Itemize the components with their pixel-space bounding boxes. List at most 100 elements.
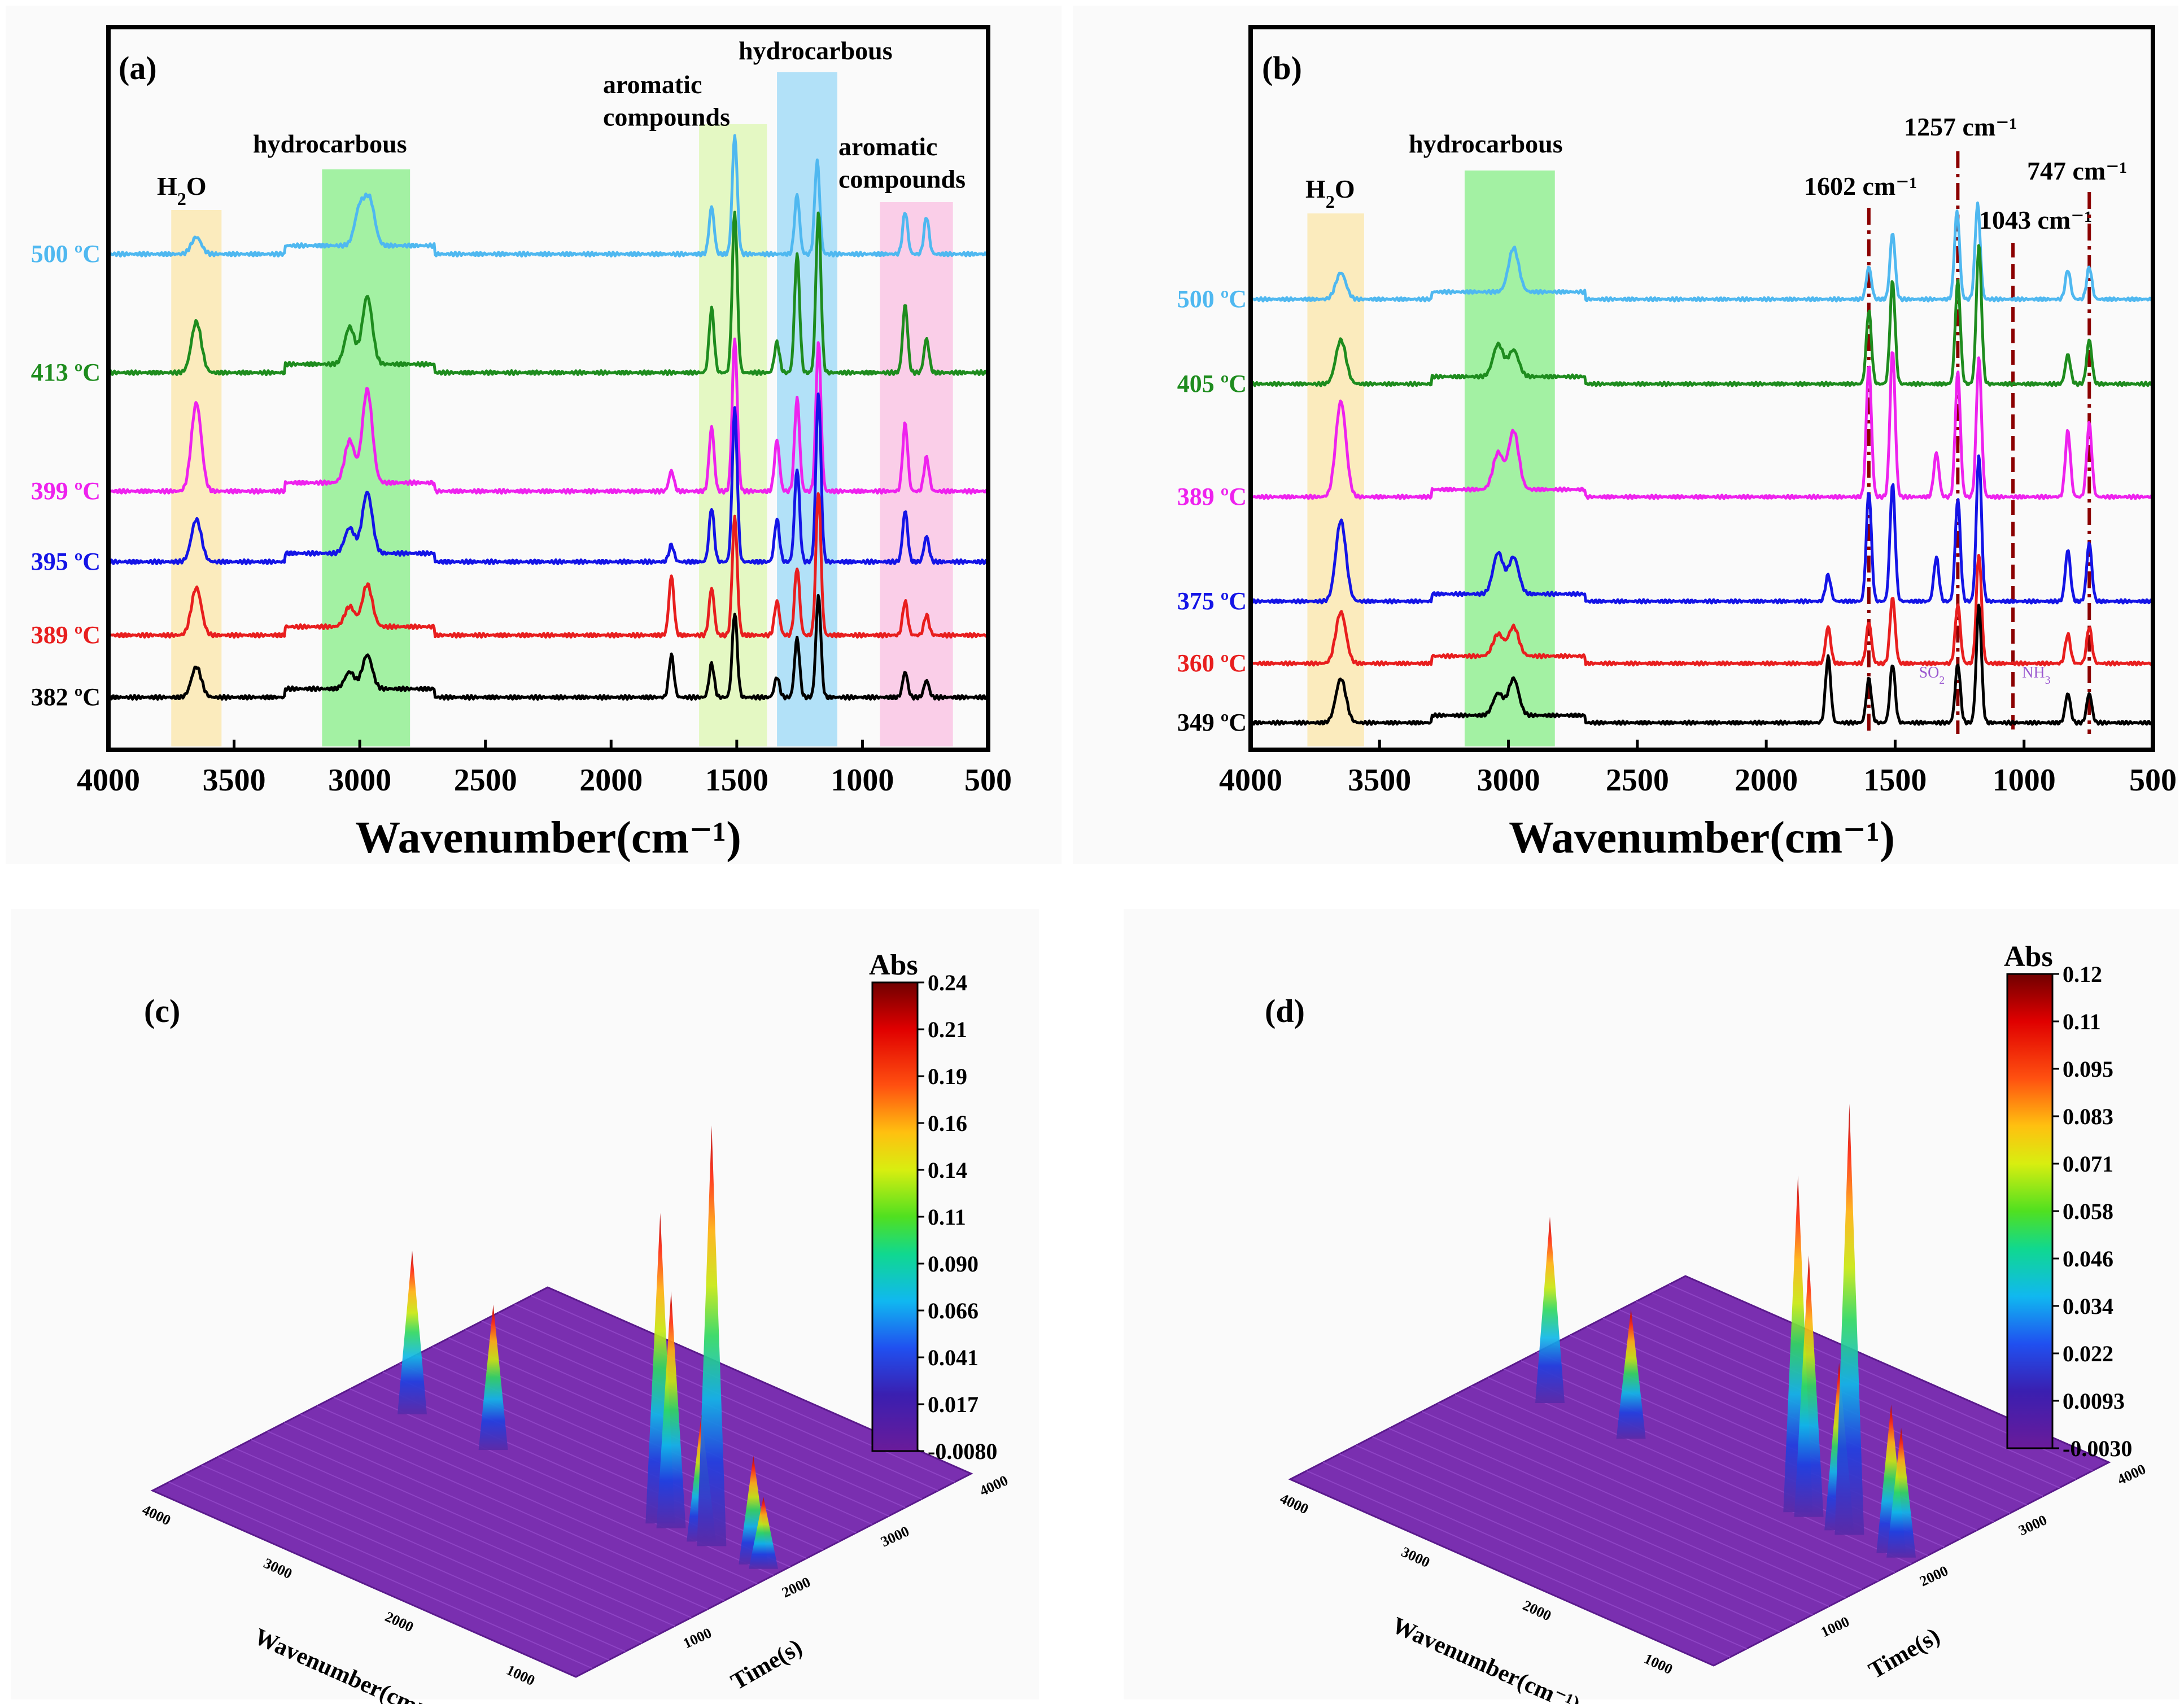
b-x-tick-label-1: 3500	[1348, 763, 1411, 798]
b-x-tick-label-4: 2000	[1735, 763, 1798, 798]
c-colorbar-tick-label-1: 0.21	[928, 1017, 967, 1042]
a-region-band-3	[777, 72, 837, 746]
d-surface-gridline-1	[1306, 1470, 1731, 1658]
b-region-label-0-part-1: 2	[1326, 191, 1335, 212]
panel-b-marker-label-3: 747 cm⁻¹	[2027, 156, 2127, 185]
a-region-band-1	[322, 169, 410, 746]
a-region-label-0: H2O	[157, 172, 207, 209]
c-surface-gridline-3	[202, 1465, 626, 1652]
b-x-tick-label-6: 1000	[1993, 763, 2056, 798]
a-series-label-3: 395 ºC	[31, 548, 101, 575]
b-series-line-5	[1250, 604, 2154, 726]
d-surface-peak-5	[1834, 1104, 1864, 1535]
a-series-label-5: 382 ºC	[31, 683, 101, 711]
d-surface-gridline-7	[1405, 1419, 1829, 1607]
a-series-label-2: 399 ºC	[31, 477, 101, 505]
b-region-label-1-part-0: hydrocarbous	[1409, 129, 1563, 158]
panel-b-x-axis-label: Wavenumber(cm⁻¹)	[1509, 813, 1895, 863]
panel-d-surface: 40003000200010001000200030004000Wavenumb…	[1277, 1104, 2148, 1704]
b-series-line-4	[1250, 554, 2154, 667]
a-region-label-0-part-1: 2	[177, 189, 186, 209]
a-region-label-1: hydrocarbous	[253, 129, 407, 158]
a-region-band-4	[880, 202, 953, 746]
a-series-line-3	[107, 392, 990, 566]
a-region-band-0	[171, 210, 222, 746]
a-x-tick-label-5: 1500	[705, 763, 768, 798]
d-surface-gridline-3	[1339, 1453, 1763, 1641]
a-region-label-1-part-0: hydrocarbous	[253, 129, 407, 158]
d-surface-gridline-11	[1471, 1386, 1895, 1573]
a-region-label-0-part-0: H	[157, 172, 177, 200]
d-surface-gridline-2	[1322, 1462, 1747, 1649]
d-colorbar-tick-label-6: 0.046	[2063, 1246, 2113, 1272]
c-surface-gridline-2	[185, 1473, 609, 1661]
c-colorbar-tick-label-7: 0.066	[928, 1298, 979, 1323]
panel-d: (d) 40003000200010001000200030004000Wave…	[1124, 909, 2179, 1704]
a-x-tick-label-2: 3000	[328, 763, 391, 798]
panel-b-gas-label-0: SO2	[1919, 664, 1945, 687]
b-region-label-0-part-2: O	[1335, 174, 1355, 203]
panel-b-markers: 1602 cm⁻¹ 1257 cm⁻¹ 1043 cm⁻¹ 747 cm⁻¹ SO2 NH…	[1804, 112, 2127, 734]
c-colorbar-title: Abs	[869, 949, 918, 981]
panel-b-label: (b)	[1262, 50, 1302, 86]
a-x-tick-label-6: 1000	[831, 763, 894, 798]
panel-c: (c) 40003000200010001000200030004000Wave…	[11, 909, 1039, 1704]
a-region-label-2-part-0: aromatic	[603, 70, 702, 99]
c-colorbar-tick-label-8: 0.041	[928, 1345, 979, 1370]
d-colorbar-tick-label-3: 0.083	[2063, 1104, 2113, 1129]
a-series-label-4: 389 ºC	[31, 621, 101, 649]
a-series-line-5	[107, 593, 989, 701]
d-colorbar-tick-label-7: 0.034	[2063, 1294, 2113, 1319]
panel-b-marker-label-1: 1257 cm⁻¹	[1904, 112, 2017, 141]
a-region-label-4-part-1: compounds	[838, 165, 966, 194]
a-series-label-0: 500 ºC	[31, 240, 101, 268]
d-surface-peak-0	[1535, 1217, 1565, 1403]
b-series-line-2	[1250, 351, 2155, 500]
a-x-tick-label-0: 4000	[77, 763, 140, 798]
panel-a-frame	[106, 25, 990, 752]
b-series-line-3	[1249, 454, 2154, 605]
d-surface-gridline-20	[1619, 1309, 2043, 1497]
a-series-line-2	[107, 337, 990, 495]
c-surface-gridline-14	[382, 1371, 807, 1559]
a-series-line-4	[107, 492, 989, 639]
a-region-label-2: aromatic compounds	[603, 70, 730, 132]
c-surface-gridline-11	[333, 1397, 758, 1584]
a-region-label-4: aromatic compounds	[838, 132, 966, 194]
c-colorbar-bar	[871, 981, 919, 1452]
b-series-label-1: 405 ºC	[1177, 370, 1247, 397]
panel-b-marker-label-2: 1043 cm⁻¹	[1979, 206, 2092, 234]
d-surface-gridline-22	[1652, 1292, 2077, 1480]
panel-c-label: (c)	[144, 993, 180, 1029]
d-colorbar-tick-label-4: 0.071	[2063, 1151, 2113, 1177]
c-colorbar-tick-label-10: -0.0080	[928, 1439, 997, 1464]
d-surface-peak-3	[1794, 1255, 1824, 1517]
c-surface-peak-0	[398, 1251, 427, 1414]
b-x-tick-label-7: 500	[2129, 763, 2177, 798]
panel-a-temperature-labels: 500 ºC 413 ºC 399 ºC 395 ºC 389 ºC 382 ºC	[31, 240, 101, 711]
c-surface-gridline-17	[432, 1346, 857, 1533]
b-x-tick-label-0: 4000	[1219, 763, 1282, 798]
d-surface-gridline-9	[1438, 1402, 1862, 1590]
b-series-label-3: 375 ºC	[1177, 587, 1247, 615]
panel-a-x-axis-label: Wavenumber(cm⁻¹)	[355, 813, 741, 863]
b-region-band-0	[1307, 213, 1364, 746]
a-region-label-4-part-0: aromatic	[838, 132, 937, 161]
b-x-tick-label-3: 2500	[1606, 763, 1669, 798]
c-surface-peak-5	[697, 1125, 727, 1546]
d-colorbar-bar	[2006, 973, 2054, 1449]
d-colorbar-title: Abs	[2004, 941, 2053, 973]
c-surface-peak-1	[478, 1304, 508, 1450]
d-surface-peak-1	[1616, 1309, 1646, 1439]
b-x-tick-label-5: 1500	[1863, 763, 1927, 798]
d-surface-gridline-17	[1570, 1335, 1994, 1522]
b-x-tick-label-2: 3000	[1477, 763, 1540, 798]
d-surface-gridline-5	[1372, 1436, 1797, 1624]
a-region-label-2-part-1: compounds	[603, 103, 730, 132]
a-x-tick-label-7: 500	[964, 763, 1012, 798]
panel-b-series	[1249, 201, 2155, 726]
panel-b-temperature-labels: 500 ºC 405 ºC 389 ºC 375 ºC 360 ºC 349 ºC	[1177, 285, 1247, 736]
d-colorbar-tick-label-1: 0.11	[2063, 1009, 2101, 1034]
d-surface-gridline-14	[1520, 1360, 1945, 1548]
